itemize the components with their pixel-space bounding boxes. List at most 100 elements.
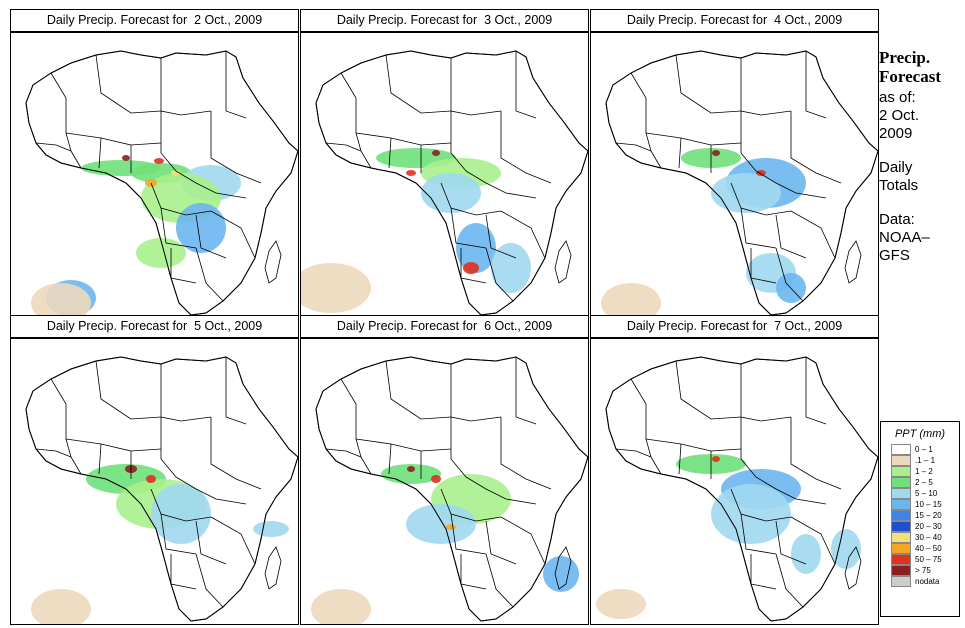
legend-item: nodata [891,576,959,587]
country-border [340,72,362,152]
legend-item: > 75 [891,565,959,576]
country-border [678,443,682,475]
precip-cell [406,170,416,176]
country-border [730,182,792,216]
country-border [175,170,247,199]
country-border [210,417,262,490]
ppt-legend: PPT (mm) 0 – 1 .1 – 1 1 – 2 2 – 5 5 – 10 10 –… [880,421,960,617]
legend-swatch [891,554,911,565]
legend-swatch [891,466,911,477]
country-border [70,456,82,475]
coastline-outline [605,356,878,622]
legend-swatch [891,521,911,532]
country-border [355,132,452,146]
forecast-panel-oct-2: Daily Precip. Forecast for 2 Oct., 2009 [10,9,299,319]
precip-cell [601,283,661,318]
country-border [740,207,777,249]
precip-cell [31,283,91,318]
country-border [388,443,392,475]
panel-title: Daily Precip. Forecast for 5 Oct., 2009 [10,315,299,338]
country-border [175,476,247,505]
legend-label: 50 – 75 [915,555,942,564]
country-border [675,360,742,420]
precip-cell [146,475,156,483]
precip-cell [791,534,821,574]
country-border [755,170,827,199]
country-border [325,142,362,152]
legend-swatch [891,444,911,455]
country-border [450,111,467,172]
legend-label: 1 – 2 [915,467,933,476]
map-canvas [25,50,298,318]
country-border [98,137,102,169]
legend-item: 1 – 2 [891,466,959,477]
country-border [355,438,452,452]
country-border [450,207,487,249]
asof-line-3: 2009 [879,125,913,142]
precip-cell [421,173,481,213]
legend-label: 30 – 40 [915,533,942,542]
legend-item: 2 – 5 [891,477,959,488]
country-border [65,132,162,146]
legend-swatch [891,488,911,499]
country-border [500,210,546,259]
precip-map-oct-2 [10,32,299,319]
legend-swatch [891,499,911,510]
panel-title: Daily Precip. Forecast for 2 Oct., 2009 [10,9,299,32]
precip-map-oct-3 [300,32,589,319]
country-border [515,357,537,425]
precip-cell [712,150,720,156]
precip-cell [756,170,766,176]
legend-swatch [891,532,911,543]
precip-cell [253,521,289,537]
country-border [450,417,467,478]
country-border [160,417,177,478]
country-border [360,456,372,475]
country-border [500,111,552,184]
data-line-3: GFS [879,247,910,264]
panel-title: Daily Precip. Forecast for 4 Oct., 2009 [590,9,879,32]
precip-cell [432,150,440,156]
daily-line-2: Totals [879,177,919,194]
country-border [650,456,662,475]
legend-label: 5 – 10 [915,489,938,498]
precip-cell [154,158,164,164]
coastline-outline [315,50,588,316]
country-border [225,51,247,119]
forecast-panel-oct-7: Daily Precip. Forecast for 7 Oct., 2009 [590,315,879,625]
precip-cell [431,475,441,483]
map-canvas [601,50,878,318]
country-border [740,58,792,116]
country-border [775,553,804,608]
country-border [225,357,247,425]
legend-item: 30 – 40 [891,532,959,543]
daily-line-1: Daily [879,159,913,176]
country-border [35,142,72,152]
coastline-outline [25,356,298,622]
legend-rows: 0 – 1 .1 – 1 1 – 2 2 – 5 5 – 10 10 – 15 15 – 2… [881,444,959,587]
country-border [615,448,652,458]
legend-swatch [891,477,911,488]
legend-label: 10 – 15 [915,500,942,509]
map-canvas [596,356,878,622]
precip-cell [463,262,479,274]
country-border [805,357,827,425]
legend-item: 20 – 30 [891,521,959,532]
country-border [630,72,652,152]
country-border [385,360,452,420]
country-border [500,417,552,490]
madagascar-outline [844,546,862,590]
precip-cell [301,263,371,313]
country-border [210,516,256,565]
precip-map-oct-7 [590,338,879,625]
country-border [485,214,517,259]
country-border [210,111,262,184]
legend-label: nodata [915,577,940,586]
legend-title: PPT (mm) [894,428,946,440]
precip-cell [446,524,456,530]
precip-cell [543,556,579,592]
coastline-outline [315,356,588,622]
country-border [775,520,807,565]
coastline-outline [25,50,298,316]
country-border [775,247,804,302]
